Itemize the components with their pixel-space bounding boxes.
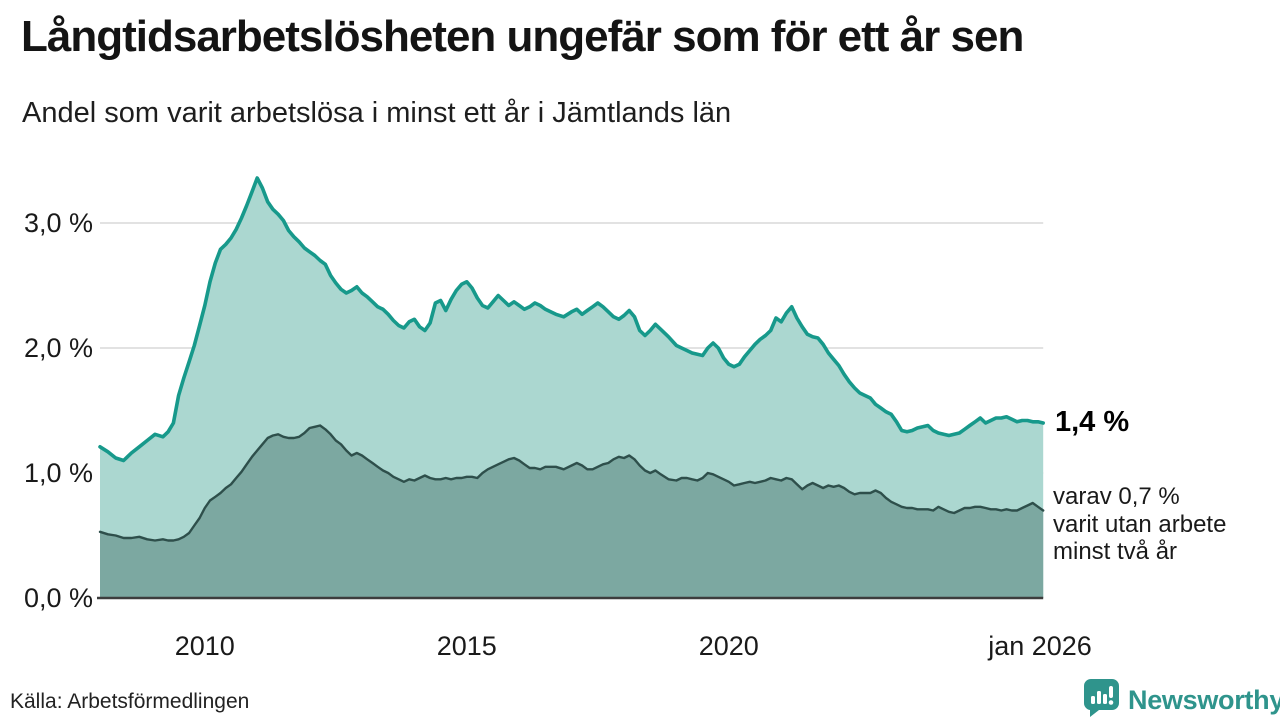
x-tick-label-2015: 2015 <box>436 631 497 661</box>
series-end-value-label: 1,4 % <box>1055 406 1130 438</box>
series-end-note-line-3: minst två år <box>1053 538 1178 565</box>
y-tick-label-0: 0,0 % <box>23 583 93 613</box>
y-tick-label-2: 2,0 % <box>23 333 93 363</box>
series-end-note: varav 0,7 % varit utan arbete minst två … <box>1053 483 1226 566</box>
x-tick-label-2020: 2020 <box>698 631 759 661</box>
newsworthy-logo[interactable]: Newsworthy <box>1083 678 1280 723</box>
y-tick-label-3: 3,0 % <box>23 208 93 238</box>
x-tick-label-2010: 2010 <box>174 631 235 661</box>
newsworthy-bar-chart-bubble-icon <box>1083 678 1120 723</box>
series-end-note-line-1: varav 0,7 % <box>1053 483 1180 510</box>
page-subtitle: Andel som varit arbetslösa i minst ett å… <box>22 97 732 129</box>
series-end-note-line-2: varit utan arbete <box>1053 510 1227 538</box>
x-tick-label-jan-2026: jan 2026 <box>988 631 1092 661</box>
page-title: Långtidsarbetslösheten ungefär som för e… <box>21 12 1024 61</box>
newsworthy-wordmark: Newsworthy <box>1128 685 1280 715</box>
source-attribution: Källa: Arbetsförmedlingen <box>10 690 250 713</box>
y-tick-label-1: 1,0 % <box>23 458 93 488</box>
